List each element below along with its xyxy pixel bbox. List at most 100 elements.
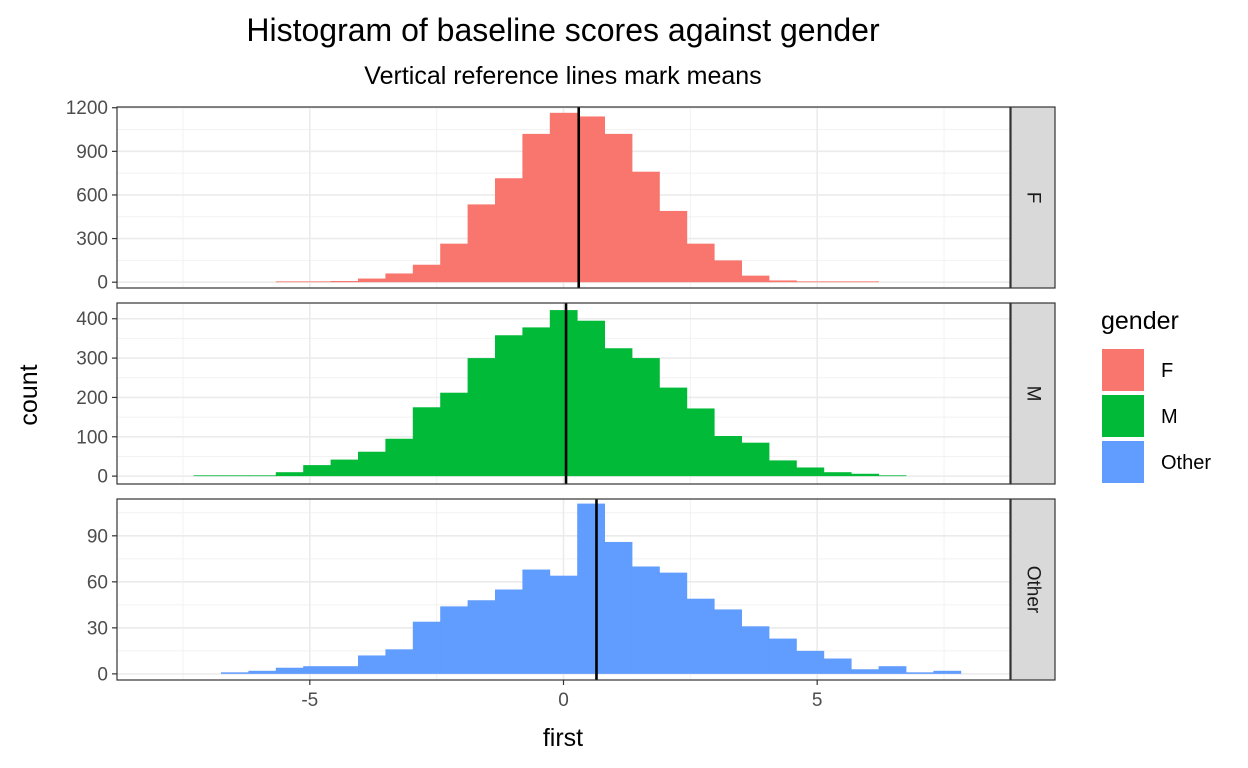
histogram-bar	[768, 280, 797, 283]
histogram-bar	[659, 387, 688, 477]
histogram-bar	[412, 407, 441, 477]
histogram-bar	[686, 598, 715, 674]
histogram-bar	[248, 670, 277, 674]
y-tick-label: 90	[87, 526, 108, 547]
x-axis: -5 0 5	[301, 680, 822, 711]
histogram-bar	[796, 467, 825, 477]
y-tick-label: 0	[97, 467, 108, 488]
histogram-bar	[851, 473, 879, 477]
histogram-bar	[686, 408, 715, 477]
histogram-bar	[905, 672, 934, 674]
histogram-bar	[631, 566, 660, 674]
histogram-bar	[659, 210, 688, 283]
histogram-bar	[248, 475, 277, 477]
histogram-bar	[741, 275, 770, 283]
histogram-bar	[741, 626, 770, 674]
histogram-bar	[604, 348, 633, 477]
legend-key-other	[1102, 441, 1144, 483]
legend-label-other: Other	[1161, 452, 1211, 474]
legend: gender F M Other	[1101, 307, 1211, 483]
histogram-bar	[440, 243, 469, 283]
facet-strip	[1010, 498, 1056, 681]
y-axis-title: count	[15, 364, 43, 425]
legend-key-m	[1102, 395, 1144, 437]
histogram-bar	[358, 451, 386, 477]
histogram-bar	[549, 112, 578, 283]
histogram-bar	[275, 667, 304, 674]
histogram-bar	[686, 243, 715, 283]
histogram-bar	[193, 475, 222, 477]
y-tick-label: 600	[76, 185, 108, 206]
histogram-bar	[522, 569, 551, 674]
histogram-bar	[385, 649, 414, 674]
panel-other: 0 30 60 90 Other	[87, 498, 1056, 685]
histogram-bar	[467, 204, 496, 283]
histogram-bar	[385, 273, 414, 283]
histogram-bar	[741, 442, 770, 477]
y-tick-label: 300	[76, 349, 108, 370]
histogram-bar	[714, 435, 742, 477]
histogram-bar	[933, 670, 962, 674]
histogram-bar	[796, 281, 825, 283]
chart-subtitle: Vertical reference lines mark means	[364, 62, 761, 90]
histogram-bar	[631, 358, 660, 477]
histogram-bar	[330, 281, 359, 283]
panel-border	[116, 302, 1011, 485]
histogram-bar	[221, 672, 249, 674]
legend-label-f: F	[1161, 360, 1173, 382]
histogram-bar	[522, 133, 551, 283]
histogram-bar	[823, 281, 852, 283]
histogram-bar	[330, 459, 359, 477]
histogram-bars	[193, 310, 907, 477]
histogram-bar	[440, 606, 469, 674]
histogram-bar	[495, 178, 523, 283]
panel-m: 0 100 200 300 400 M	[76, 302, 1056, 488]
y-tick-label: 60	[87, 572, 108, 593]
panel-f: 0 300 600 900 1200 F	[66, 98, 1056, 294]
chart-title: Histogram of baseline scores against gen…	[246, 12, 880, 48]
histogram-bar	[714, 609, 742, 674]
histogram-bar	[851, 281, 879, 283]
y-tick-label: 1200	[66, 98, 108, 119]
y-tick-label: 100	[76, 427, 108, 448]
histogram-bar	[878, 475, 907, 477]
y-tick-label: 0	[97, 273, 108, 294]
y-tick-label: 0	[97, 664, 108, 685]
y-tick-label: 30	[87, 618, 108, 639]
histogram-bar	[604, 133, 633, 283]
histogram-bar	[714, 260, 742, 283]
x-tick-label: -5	[301, 690, 318, 711]
histogram-bar	[851, 669, 879, 674]
histogram-bars	[275, 112, 879, 283]
legend-label-m: M	[1161, 406, 1178, 428]
histogram-bar	[768, 460, 797, 477]
histogram-bars	[221, 503, 962, 674]
histogram-bar	[467, 358, 496, 477]
y-tick-label: 300	[76, 229, 108, 250]
x-axis-title: first	[543, 724, 583, 752]
histogram-bar	[412, 264, 441, 283]
x-tick-label: 0	[558, 690, 569, 711]
facet-strip	[1010, 106, 1056, 289]
legend-title: gender	[1101, 307, 1179, 335]
histogram-bar	[275, 472, 304, 477]
histogram-bar	[522, 327, 551, 477]
y-tick-label: 900	[76, 142, 108, 163]
histogram-bar	[275, 281, 304, 283]
histogram-bar	[221, 475, 249, 477]
histogram-bar	[549, 310, 578, 477]
panel-border	[116, 106, 1011, 289]
histogram-bar	[467, 600, 496, 674]
y-tick-label: 400	[76, 309, 108, 330]
facet-strip	[1010, 302, 1056, 485]
y-tick-label: 200	[76, 388, 108, 409]
histogram-bar	[577, 116, 605, 283]
histogram-bar	[303, 281, 332, 283]
histogram-bar	[412, 621, 441, 674]
legend-key-f	[1102, 349, 1144, 391]
histogram-bar	[823, 472, 852, 477]
facet-panels: 0 300 600 900 1200 F 0 100 200 300 400 M 0 30 60 90 Othe…	[66, 98, 1056, 685]
facet-strip-label: F	[1023, 192, 1044, 204]
histogram-bar	[796, 650, 825, 674]
